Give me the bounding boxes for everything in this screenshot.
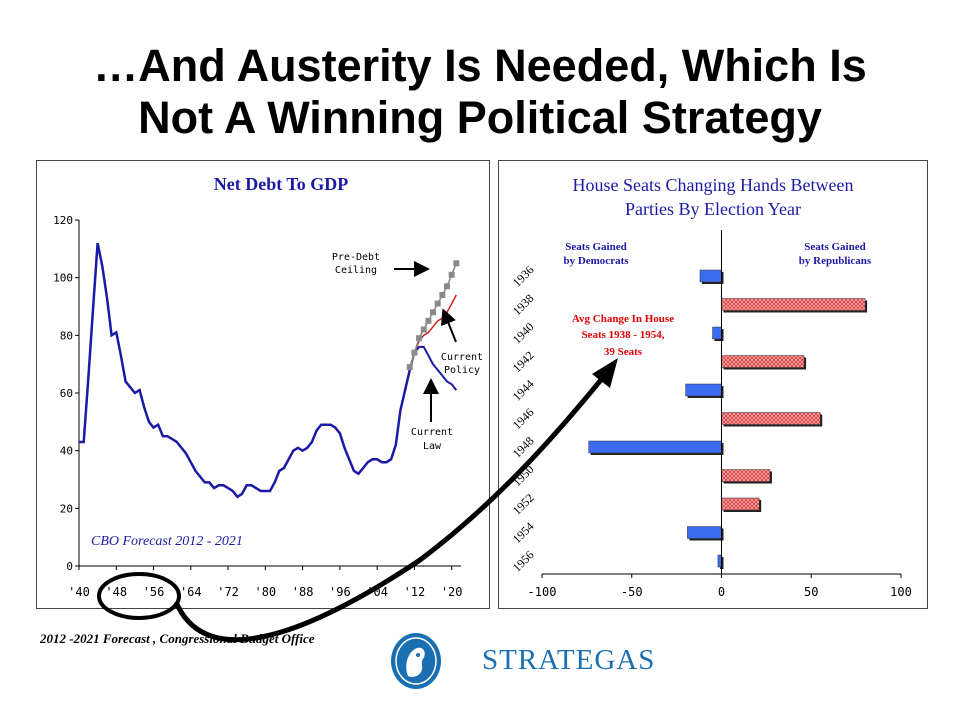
- seat-bar-1944: [685, 383, 722, 397]
- source-note: 2012 -2021 Forecast , Congressional Budg…: [40, 631, 315, 646]
- seats-chart-title-2: Parties By Election Year: [625, 199, 801, 219]
- republicans-label-2: by Republicans: [799, 255, 872, 267]
- debt-chart-title: Net Debt To GDP: [214, 174, 349, 194]
- pre-debt-ceiling-point: [411, 349, 418, 356]
- debt-y-tick-label: 20: [60, 502, 73, 515]
- seat-bar-1956: [717, 554, 722, 568]
- slide-title: …And Austerity Is Needed, Which Is Not A…: [0, 40, 960, 144]
- debt-x-tick-label: '56: [143, 585, 165, 599]
- pre-debt-ceiling-label-2: Ceiling: [335, 265, 377, 276]
- debt-x-tick-label: '72: [217, 585, 239, 599]
- seats-x-tick-label: 100: [890, 585, 912, 599]
- debt-y-tick-label: 60: [60, 387, 73, 400]
- pre-debt-ceiling-point: [444, 283, 451, 290]
- cbo-forecast-label: CBO Forecast 2012 - 2021: [91, 534, 243, 549]
- avg-change-label-2: Seats 1938 - 1954,: [581, 329, 664, 341]
- pre-debt-ceiling-point: [439, 291, 446, 298]
- slide-title-line-1: …And Austerity Is Needed, Which Is: [93, 40, 867, 91]
- debt-y-tick-label: 80: [60, 329, 73, 342]
- current-policy-arrow: [441, 308, 457, 343]
- pre-debt-ceiling-point: [425, 317, 432, 324]
- debt-x-tick-label: '12: [404, 585, 426, 599]
- seat-bar-1950: [721, 469, 771, 482]
- pre-debt-ceiling-point: [430, 309, 437, 316]
- house-seats-chart: House Seats Changing Hands Between Parti…: [498, 160, 928, 609]
- debt-y-tick-label: 120: [53, 214, 73, 227]
- strategas-logo-emblem: [391, 633, 441, 689]
- seats-x-tick-label: 50: [804, 585, 818, 599]
- seat-bar-1946: [721, 412, 821, 425]
- pre-debt-ceiling-point: [406, 364, 413, 371]
- seat-bar-1936: [699, 269, 722, 283]
- strategas-brand: STRATEGAS: [482, 644, 656, 676]
- seats-x-tick-label: -50: [621, 585, 643, 599]
- debt-y-tick-label: 40: [60, 445, 73, 458]
- debt-x-tick-label: '04: [366, 585, 388, 599]
- republicans-label-1: Seats Gained: [804, 241, 865, 253]
- pre-debt-ceiling-point: [453, 260, 460, 267]
- pre-debt-ceiling-point: [434, 300, 441, 307]
- debt-x-tick-label: '48: [105, 585, 127, 599]
- debt-y-tick-label: 100: [53, 272, 73, 285]
- pre-debt-ceiling-point: [420, 326, 427, 333]
- net-debt-to-gdp-chart: Net Debt To GDP 0 20 40 60 80 100 120 '40 '48 '56…: [36, 160, 490, 609]
- seat-bar-1942: [721, 355, 805, 368]
- seat-bar-1938: [721, 298, 866, 311]
- pre-debt-ceiling-label-1: Pre-Debt: [332, 252, 380, 263]
- current-policy-label-2: Policy: [444, 365, 480, 376]
- avg-change-label-3: 39 Seats: [604, 346, 643, 358]
- slide-title-line-2: Not A Winning Political Strategy: [138, 92, 822, 143]
- current-policy-label-1: Current: [441, 352, 483, 363]
- debt-x-tick-label: '20: [441, 585, 463, 599]
- debt-x-tick-label: '88: [292, 585, 314, 599]
- seat-bar-1954: [687, 526, 722, 539]
- seats-chart-title-1: House Seats Changing Hands Between: [573, 175, 854, 195]
- debt-x-tick-label: '80: [254, 585, 276, 599]
- debt-x-tick-label: '64: [180, 585, 202, 599]
- debt-y-tick-label: 0: [66, 560, 73, 573]
- democrats-label-2: by Democrats: [563, 255, 629, 267]
- seats-x-tick-label: -100: [528, 585, 557, 599]
- seats-x-tick-label: 0: [718, 585, 725, 599]
- democrats-label-1: Seats Gained: [565, 241, 626, 253]
- debt-x-tick-label: '96: [329, 585, 351, 599]
- debt-x-tick-label: '40: [68, 585, 90, 599]
- seat-bar-1940: [712, 326, 722, 340]
- avg-change-label-1: Avg Change In House: [572, 313, 674, 325]
- pre-debt-ceiling-point: [416, 335, 423, 342]
- pre-debt-ceiling-point: [448, 271, 455, 278]
- current-law-label-1: Current: [411, 427, 453, 438]
- seat-bar-1948: [588, 440, 722, 454]
- seat-bar-1952: [721, 497, 760, 511]
- current-law-label-2: Law: [423, 441, 442, 452]
